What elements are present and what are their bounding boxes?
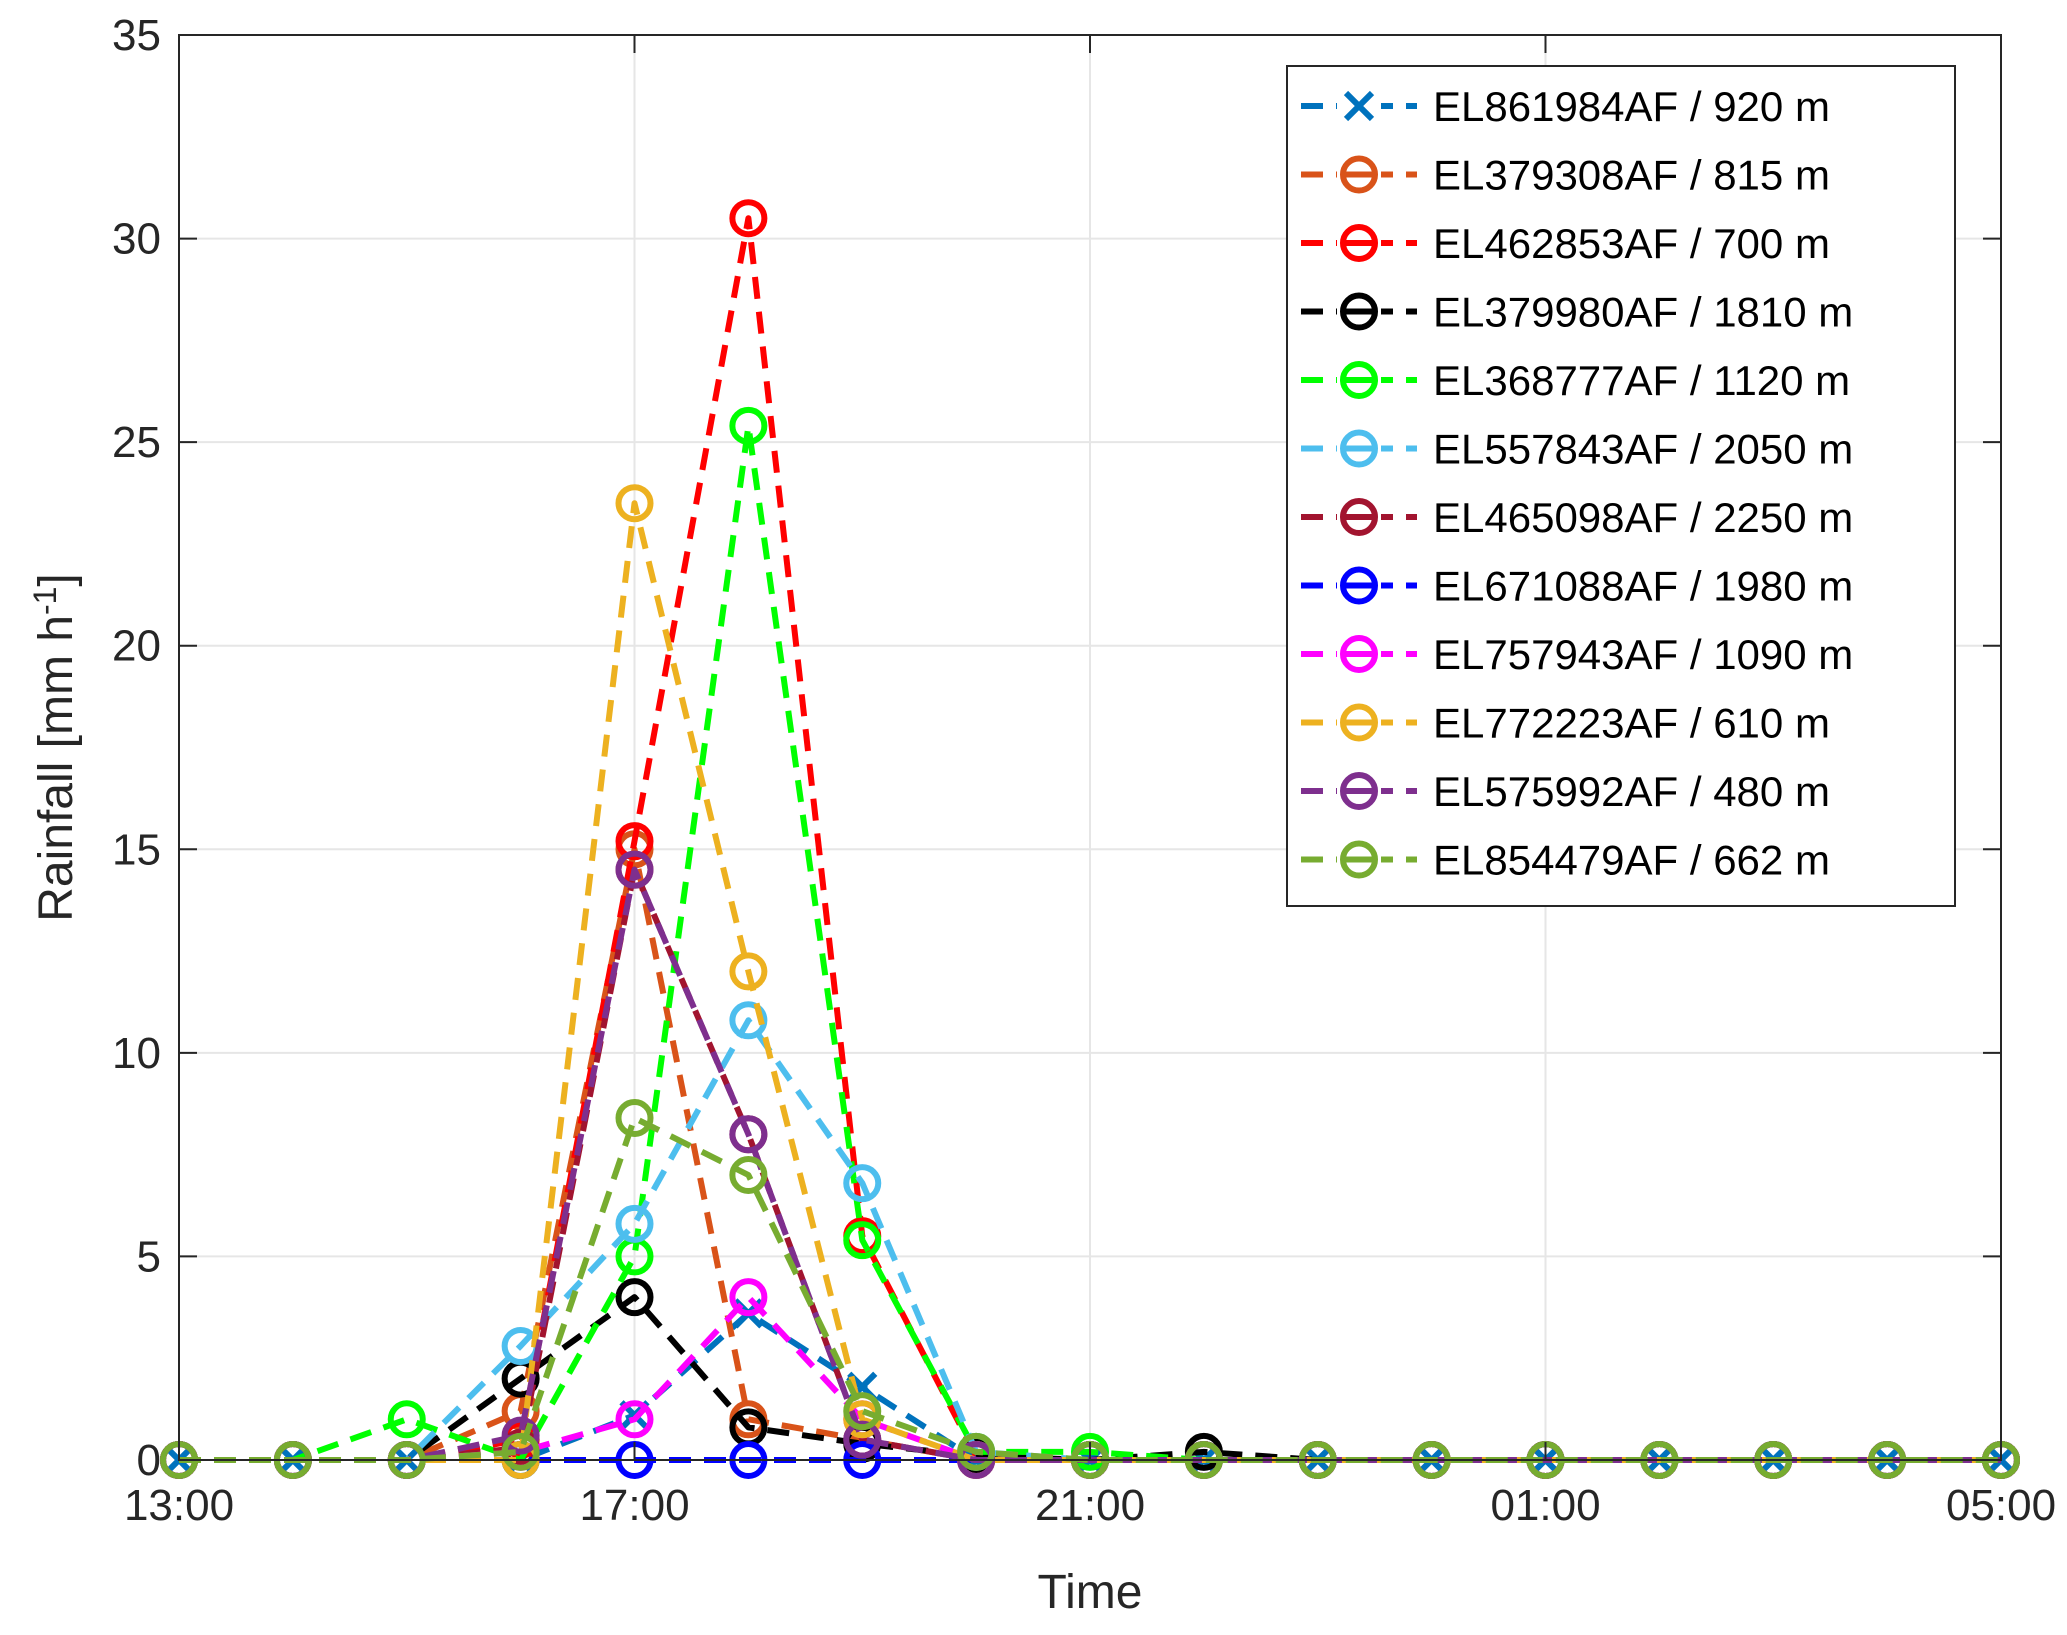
data-point — [729, 1001, 768, 1040]
y-axis-title-main: Rainfall [mm h — [30, 615, 83, 922]
y-tick-label: 0 — [137, 1436, 161, 1485]
y-tick-label: 5 — [137, 1232, 161, 1281]
legend-entry: EL462853AF / 700 m — [1301, 220, 1830, 267]
data-point — [615, 1204, 654, 1243]
legend-label: EL557843AF / 2050 m — [1433, 426, 1853, 473]
data-point — [501, 1432, 540, 1471]
y-tick-label: 35 — [112, 11, 161, 60]
data-point — [729, 406, 768, 445]
data-point — [615, 1278, 654, 1317]
data-point — [615, 1400, 654, 1439]
x-tick-label: 05:00 — [1946, 1481, 2056, 1530]
legend-label: EL575992AF / 480 m — [1433, 768, 1830, 815]
data-point — [843, 1221, 882, 1260]
legend-label: EL671088AF / 1980 m — [1433, 563, 1853, 610]
legend-entry: EL854479AF / 662 m — [1301, 837, 1830, 884]
legend-label: EL462853AF / 700 m — [1433, 220, 1830, 267]
legend-entry: EL379308AF / 815 m — [1301, 152, 1830, 199]
y-tick-label: 25 — [112, 418, 161, 467]
data-point — [957, 1432, 996, 1471]
x-tick-label: 21:00 — [1035, 1481, 1145, 1530]
y-axis-title-superscript: -1 — [27, 587, 63, 615]
data-point — [729, 1278, 768, 1317]
legend-label: EL368777AF / 1120 m — [1433, 357, 1850, 404]
data-point — [615, 1099, 654, 1137]
x-axis-title: Time — [1038, 1566, 1143, 1619]
y-tick-label: 30 — [112, 215, 161, 264]
axis-ticks: 0 5 10 15 20 25 30 35 13:00 17:00 21:00 01:00 05:00 — [112, 11, 2056, 1530]
legend-entry: EL465098AF / 2250 m — [1301, 494, 1853, 541]
data-point — [729, 952, 768, 991]
data-point — [387, 1400, 426, 1439]
data-point — [843, 1392, 882, 1431]
legend-entry: EL575992AF / 480 m — [1301, 768, 1830, 815]
y-tick-label: 20 — [112, 622, 161, 671]
y-tick-label: 15 — [112, 825, 161, 874]
data-point — [615, 484, 654, 523]
legend: EL861984AF / 920 m EL379308AF / 815 m EL46… — [1286, 65, 1956, 907]
legend-entry: EL379980AF / 1810 m — [1301, 289, 1853, 336]
legend-marker — [1343, 90, 1375, 122]
data-point — [729, 1115, 768, 1154]
x-tick-label: 13:00 — [124, 1481, 234, 1530]
x-tick-label: 17:00 — [579, 1481, 689, 1530]
legend-entry: EL557843AF / 2050 m — [1301, 426, 1853, 473]
y-tick-label: 10 — [112, 1029, 161, 1078]
data-point — [615, 850, 654, 889]
legend-entry: EL772223AF / 610 m — [1301, 700, 1830, 747]
legend-label: EL772223AF / 610 m — [1433, 700, 1830, 747]
legend-entry: EL671088AF / 1980 m — [1301, 563, 1853, 610]
y-axis-title: Rainfall [mm h-1] — [27, 573, 83, 922]
legend-entry: EL368777AF / 1120 m — [1301, 357, 1850, 404]
data-point — [615, 822, 654, 861]
data-point — [729, 1156, 768, 1194]
data-point — [843, 1164, 882, 1203]
legend-label: EL861984AF / 920 m — [1433, 83, 1830, 130]
legend-entry: EL757943AF / 1090 m — [1301, 631, 1853, 678]
legend-label: EL379308AF / 815 m — [1433, 152, 1830, 199]
y-axis-title-close: ] — [30, 573, 83, 586]
data-point — [501, 1416, 540, 1455]
legend-box — [1286, 65, 1956, 907]
legend-label: EL757943AF / 1090 m — [1433, 631, 1853, 678]
x-tick-label: 01:00 — [1490, 1481, 1600, 1530]
legend-label: EL854479AF / 662 m — [1433, 837, 1830, 884]
data-point — [729, 199, 768, 238]
data-point — [843, 1420, 882, 1459]
legend-label: EL379980AF / 1810 m — [1433, 289, 1853, 336]
legend-entry: EL861984AF / 920 m — [1301, 83, 1830, 130]
legend-label: EL465098AF / 2250 m — [1433, 494, 1853, 541]
